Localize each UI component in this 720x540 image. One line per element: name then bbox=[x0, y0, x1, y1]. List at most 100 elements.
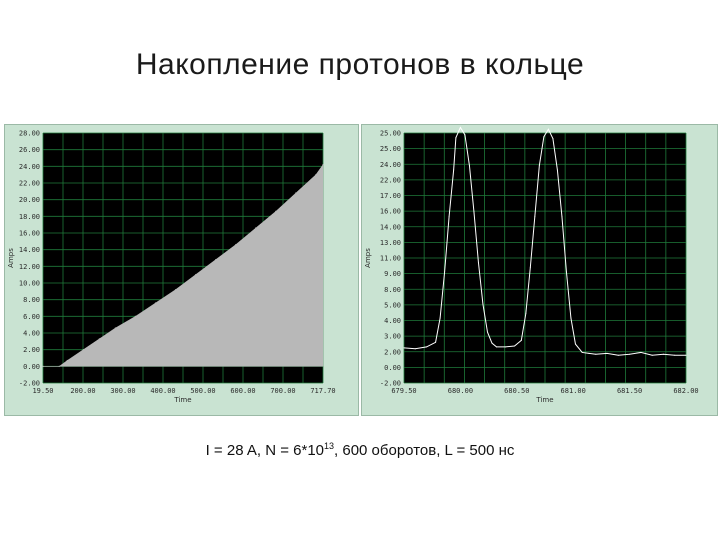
y-tick-label: 10.00 bbox=[19, 280, 40, 288]
data-point bbox=[477, 262, 479, 264]
series-line bbox=[403, 126, 686, 356]
y-tick-label: 12.00 bbox=[19, 263, 40, 271]
slide-title: Накопление протонов в кольце bbox=[135, 48, 585, 81]
data-point bbox=[435, 341, 437, 343]
data-point bbox=[495, 346, 497, 348]
data-point bbox=[315, 174, 317, 176]
y-tick-label: 6.00 bbox=[23, 313, 40, 321]
caption: I = 28 A, N = 6*1013, 600 оборотов, L = … bbox=[0, 441, 720, 459]
data-point bbox=[42, 365, 44, 367]
y-tick-label: 8.00 bbox=[384, 286, 401, 294]
data-point bbox=[581, 351, 583, 353]
y-tick-label: 4.00 bbox=[384, 317, 401, 325]
data-point bbox=[570, 317, 572, 319]
data-point bbox=[468, 164, 470, 166]
caption-part2: , 600 оборотов, L = 500 нс bbox=[334, 442, 515, 459]
y-tick-label: 2.00 bbox=[23, 346, 40, 354]
data-point bbox=[595, 353, 597, 355]
data-point bbox=[453, 169, 455, 171]
y-tick-label: 24.00 bbox=[380, 161, 401, 169]
y-tick-label: 16.00 bbox=[19, 230, 40, 238]
y-tick-label: 14.00 bbox=[19, 246, 40, 254]
data-point bbox=[534, 215, 536, 217]
y-tick-label: 11.00 bbox=[380, 255, 401, 263]
data-point bbox=[482, 303, 484, 305]
y-axis-label: Amps bbox=[7, 248, 15, 268]
data-point bbox=[547, 128, 549, 130]
data-point bbox=[514, 345, 516, 347]
x-tick-label: 300.00 bbox=[110, 387, 135, 395]
y-tick-label: 9.00 bbox=[384, 270, 401, 278]
y-tick-label: 20.00 bbox=[19, 196, 40, 204]
x-tick-label: 200.00 bbox=[70, 387, 95, 395]
data-point bbox=[538, 164, 540, 166]
y-tick-label: -2.00 bbox=[19, 380, 40, 388]
grid bbox=[403, 132, 687, 384]
data-point bbox=[322, 164, 324, 166]
data-point bbox=[58, 365, 60, 367]
left-chart-panel: 28.00 26.00 24.00 22.00 20.00 18.00 16.00 14.00… bbox=[4, 124, 359, 416]
data-point bbox=[459, 126, 461, 128]
data-point bbox=[617, 354, 619, 356]
data-point bbox=[414, 348, 416, 350]
data-point bbox=[505, 346, 507, 348]
right-chart-panel: 25.00 25.00 24.00 22.00 17.00 16.00 14.00 13.00… bbox=[361, 124, 718, 416]
data-point bbox=[629, 353, 631, 355]
data-point bbox=[154, 302, 157, 304]
y-tick-label: -2.00 bbox=[380, 380, 401, 388]
y-tick-label: 14.00 bbox=[380, 223, 401, 231]
x-axis-label: Time bbox=[535, 396, 553, 404]
x-tick-label: 679.50 bbox=[391, 387, 416, 395]
data-point bbox=[486, 331, 488, 333]
data-point bbox=[66, 359, 68, 362]
data-point bbox=[448, 215, 450, 217]
data-point bbox=[473, 211, 475, 213]
y-tick-label: 3.00 bbox=[384, 333, 401, 341]
y-tick-label: 5.00 bbox=[384, 301, 401, 309]
data-point bbox=[640, 351, 642, 353]
data-point bbox=[685, 354, 687, 356]
y-tick-label: 13.00 bbox=[380, 239, 401, 247]
data-point bbox=[651, 354, 653, 356]
y-tick-label: 2.00 bbox=[384, 348, 401, 356]
x-tick-label: 682.00 bbox=[673, 387, 698, 395]
data-point bbox=[134, 315, 137, 317]
data-point bbox=[275, 210, 277, 212]
data-point bbox=[552, 138, 554, 140]
data-point bbox=[525, 313, 527, 315]
right-chart: 25.00 25.00 24.00 22.00 17.00 16.00 14.00 13.00… bbox=[364, 126, 699, 404]
data-point bbox=[215, 259, 217, 261]
y-tick-label: 4.00 bbox=[23, 330, 40, 338]
y-tick-label: 17.00 bbox=[380, 192, 401, 200]
data-point bbox=[255, 227, 257, 229]
data-point bbox=[455, 137, 457, 139]
data-point bbox=[174, 289, 177, 291]
x-tick-label: 681.00 bbox=[561, 387, 586, 395]
data-point bbox=[662, 353, 664, 355]
x-tick-label: 700.00 bbox=[270, 387, 295, 395]
y-tick-label: 22.00 bbox=[380, 176, 401, 184]
y-tick-label: 8.00 bbox=[23, 296, 40, 304]
x-tick-label: 680.00 bbox=[448, 387, 473, 395]
data-point bbox=[444, 271, 446, 273]
data-point bbox=[520, 339, 522, 341]
data-point bbox=[426, 346, 428, 348]
data-point bbox=[82, 349, 84, 351]
x-tick-label: 500.00 bbox=[190, 387, 215, 395]
y-tick-label: 0.00 bbox=[23, 363, 40, 371]
x-tick-label: 19.50 bbox=[32, 387, 53, 395]
y-tick-label: 26.00 bbox=[19, 146, 40, 154]
x-tick-label: 681.50 bbox=[617, 387, 642, 395]
data-point bbox=[674, 354, 676, 356]
data-point bbox=[439, 317, 441, 319]
y-tick-label: 28.00 bbox=[19, 130, 40, 138]
y-tick-label: 25.00 bbox=[380, 130, 401, 138]
data-point bbox=[543, 136, 545, 138]
data-point bbox=[235, 244, 237, 246]
data-point bbox=[403, 347, 405, 349]
caption-part1: I = 28 A, N = 6*10 bbox=[205, 442, 325, 459]
y-tick-label: 24.00 bbox=[19, 163, 40, 171]
y-tick-label: 22.00 bbox=[19, 180, 40, 188]
left-chart: 28.00 26.00 24.00 22.00 20.00 18.00 16.00 14.00… bbox=[7, 130, 336, 405]
data-point bbox=[606, 352, 608, 354]
